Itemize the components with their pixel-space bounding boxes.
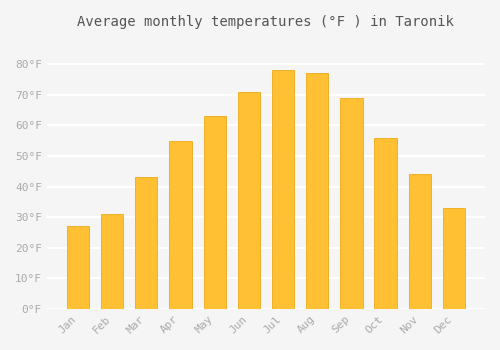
Bar xyxy=(340,98,362,309)
Bar xyxy=(443,208,465,309)
Bar xyxy=(101,214,123,309)
Bar xyxy=(306,74,328,309)
Bar xyxy=(374,138,396,309)
Bar xyxy=(272,70,294,309)
Bar xyxy=(408,174,431,309)
Bar xyxy=(238,92,260,309)
Bar xyxy=(67,226,89,309)
Bar xyxy=(135,177,158,309)
Bar xyxy=(170,141,192,309)
Bar xyxy=(204,116,226,309)
Title: Average monthly temperatures (°F ) in Taronik: Average monthly temperatures (°F ) in Ta… xyxy=(78,15,454,29)
